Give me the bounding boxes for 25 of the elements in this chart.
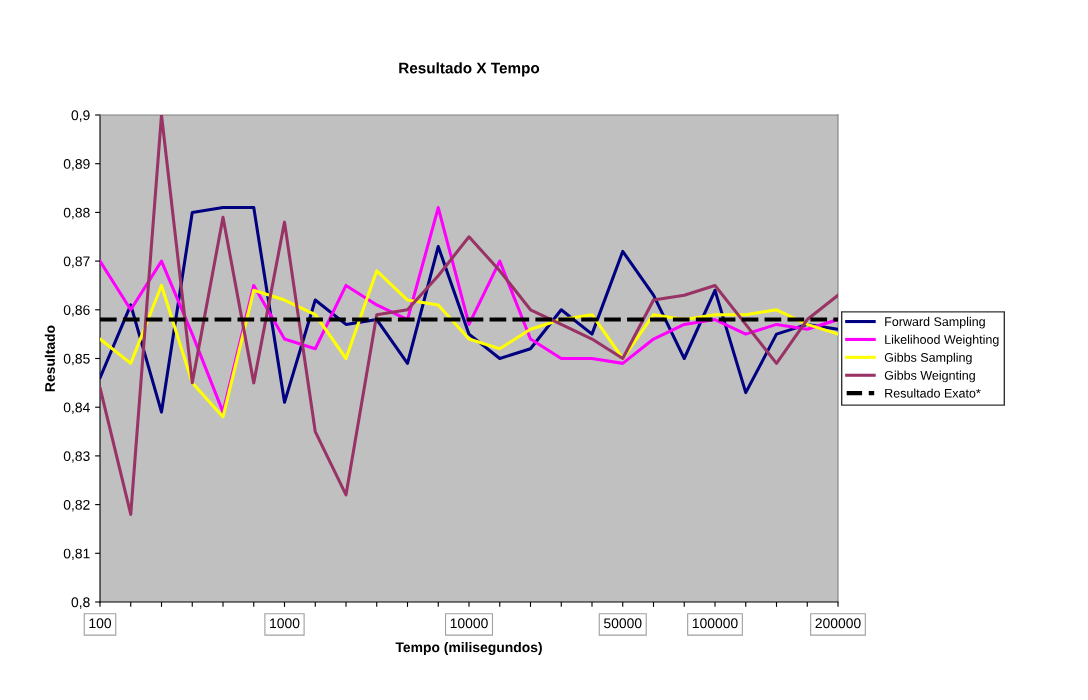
legend-label: Gibbs Sampling	[884, 352, 972, 365]
y-axis-title: Resultado	[44, 325, 55, 392]
y-tick-label: 0,8	[71, 597, 90, 609]
y-tick-label: 0,86	[63, 305, 90, 317]
y-tick-label: 0,85	[63, 353, 90, 366]
x-tick-label: 100	[89, 618, 112, 629]
y-tick-label: 0,87	[63, 256, 90, 268]
x-tick-label: 1000	[270, 618, 300, 629]
x-tick-label: 10000	[450, 618, 488, 629]
y-tick-label: 0,82	[63, 499, 90, 512]
x-axis-title: Tempo (milisegundos)	[395, 642, 542, 656]
y-tick-label: 0,84	[63, 402, 90, 415]
chart-title: Resultado X Tempo	[399, 62, 540, 77]
x-tick-label: 100000	[692, 618, 738, 629]
legend-label: Gibbs Weignting	[884, 370, 975, 383]
x-tick-label: 50000	[604, 618, 642, 629]
y-tick-label: 0,9	[71, 110, 90, 122]
legend-label: Forward Sampling	[885, 316, 985, 329]
x-tick-label: 200000	[815, 618, 861, 629]
y-tick-label: 0,89	[63, 159, 90, 171]
y-tick-label: 0,81	[63, 548, 90, 561]
y-tick-label: 0,83	[63, 451, 90, 463]
legend-label: Resultado Exato*	[885, 388, 981, 398]
y-tick-label: 0,88	[63, 207, 90, 220]
legend-label: Likelihood Weighting	[885, 334, 999, 347]
